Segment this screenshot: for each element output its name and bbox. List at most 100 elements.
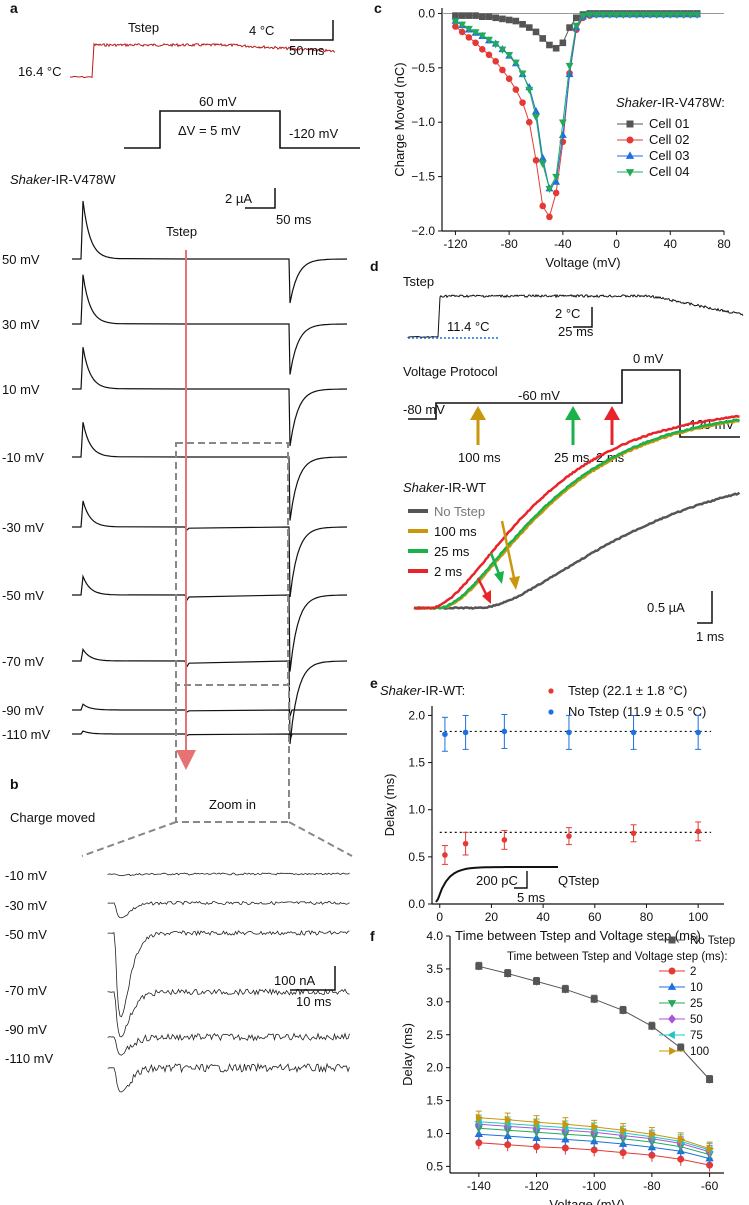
legend-25ms: 25 ms bbox=[434, 544, 470, 559]
tstep-label: Tstep bbox=[128, 20, 159, 35]
series-line bbox=[478, 965, 710, 1080]
data-point bbox=[562, 1120, 571, 1129]
legend-100ms: 100 ms bbox=[434, 524, 477, 539]
data-point bbox=[505, 16, 513, 24]
data-point bbox=[512, 17, 520, 25]
x-axis-label: Time between Tstep and Voltage step (ms) bbox=[455, 928, 701, 943]
data-point bbox=[572, 14, 580, 22]
data-point bbox=[646, 11, 655, 19]
data-point bbox=[565, 62, 574, 71]
data-point bbox=[666, 11, 675, 19]
data-point bbox=[472, 39, 479, 47]
current-trace bbox=[72, 730, 347, 741]
y-tick-label: −2.0 bbox=[411, 224, 435, 238]
x-tick-label: -80 bbox=[500, 237, 518, 251]
trace-voltage-label: -90 mV bbox=[2, 703, 44, 718]
data-point bbox=[525, 86, 534, 94]
data-point bbox=[592, 11, 601, 19]
data-point bbox=[499, 66, 506, 74]
x-tick-label: -120 bbox=[443, 237, 467, 251]
panel-d: d Tstep 11.4 °C 2 °C 25 ms Voltage Proto… bbox=[370, 258, 744, 644]
data-point bbox=[478, 32, 487, 40]
legend-marker bbox=[548, 688, 554, 694]
data-point bbox=[501, 728, 508, 735]
y-tick-label: 0.5 bbox=[426, 1159, 443, 1173]
trace-voltage-label: -70 mV bbox=[2, 654, 44, 669]
zoom-in-label: Zoom in bbox=[209, 797, 256, 812]
charge-trace bbox=[107, 872, 350, 877]
x-tick-label: 20 bbox=[485, 910, 499, 924]
curve-no-tstep bbox=[413, 491, 741, 610]
data-point bbox=[465, 34, 473, 41]
zoom-line-right bbox=[288, 821, 353, 857]
curve-2ms bbox=[413, 414, 740, 610]
charge-trace-label: -30 mV bbox=[5, 898, 47, 913]
data-point bbox=[552, 189, 560, 197]
panel-letter-a: a bbox=[10, 0, 18, 16]
d-temp-scale-label: 2 °C bbox=[555, 306, 580, 321]
legend-marker bbox=[626, 136, 634, 144]
current-scale-label: 2 µA bbox=[225, 191, 252, 206]
data-point bbox=[626, 11, 634, 19]
temperature-trace bbox=[69, 42, 336, 79]
data-point bbox=[525, 118, 533, 126]
data-point bbox=[579, 12, 587, 21]
zoom-line-left bbox=[81, 821, 177, 857]
data-point bbox=[686, 11, 695, 19]
data-point bbox=[677, 1135, 686, 1144]
y-tick-label: 2.0 bbox=[426, 1061, 443, 1075]
curve-25ms bbox=[413, 418, 741, 610]
data-point bbox=[538, 153, 547, 161]
zoom-box bbox=[175, 442, 289, 686]
trace-voltage-label: -50 mV bbox=[2, 588, 44, 603]
construct-label: Shaker-IR-V478W bbox=[10, 172, 116, 187]
temp-scale-bar bbox=[290, 20, 334, 41]
data-point bbox=[545, 185, 554, 193]
data-point bbox=[546, 213, 553, 221]
legend-marker bbox=[625, 169, 635, 177]
panel-c: c -120 -80 -40 0 40 80 0.0 −0.5 −1.0 −1.5 −2.0 Volt… bbox=[374, 0, 731, 270]
arrow-2ms bbox=[604, 406, 620, 445]
legend-title-e: Shaker-IR-WT: bbox=[380, 683, 465, 698]
arrow-100ms bbox=[470, 406, 486, 445]
d-temperature-trace bbox=[407, 293, 744, 338]
data-point bbox=[501, 837, 508, 843]
d-time-scale-label-2: 1 ms bbox=[696, 629, 725, 644]
legend-no-tstep: No Tstep bbox=[434, 504, 485, 519]
data-point bbox=[451, 18, 460, 26]
panel-a: a Tstep 16.4 °C 4 °C 50 ms 60 mV ΔV = 5 … bbox=[2, 0, 360, 770]
b-current-scale-label: 100 nA bbox=[274, 973, 316, 988]
y-tick-label: −0.5 bbox=[411, 61, 435, 75]
inset-charge-label: 200 pC bbox=[476, 873, 518, 888]
data-point bbox=[519, 99, 526, 106]
current-trace bbox=[72, 422, 348, 521]
d-construct-label: Shaker-IR-WT bbox=[403, 480, 486, 495]
data-point bbox=[561, 985, 569, 993]
y-tick-label: 0.0 bbox=[418, 6, 435, 20]
legend-marker bbox=[626, 120, 634, 128]
charge-traces: -10 mV -30 mV -50 mV -70 mV -90 mV -110 mV bbox=[5, 868, 350, 1093]
data-point bbox=[648, 1022, 656, 1030]
charge-trace-label: -110 mV bbox=[5, 1051, 53, 1066]
legend-entry: 75 bbox=[690, 1030, 703, 1042]
legend-entry: Cell 01 bbox=[649, 116, 689, 131]
current-trace bbox=[72, 703, 347, 717]
panel-e: e 0 20 40 60 80 100 0.0 0.5 1.0 1.5 2.0 Time betwee… bbox=[370, 675, 724, 943]
data-point bbox=[532, 28, 540, 36]
data-point bbox=[599, 11, 608, 19]
baseline-temp-label: 16.4 °C bbox=[18, 64, 62, 79]
legend-header-f: Time between Tstep and Voltage step (ms)… bbox=[507, 951, 728, 963]
v-hold-label: -80 mV bbox=[403, 402, 445, 417]
time-scale-label-2: 50 ms bbox=[276, 212, 312, 227]
curve-arrow-gold bbox=[500, 520, 520, 590]
data-point bbox=[532, 114, 540, 122]
trace-voltage-label: -30 mV bbox=[2, 520, 44, 535]
d-ionic-current-curves bbox=[413, 414, 741, 611]
curve-arrow-red bbox=[476, 577, 491, 604]
legend-title-c: Shaker-IR-V478W: bbox=[616, 95, 725, 110]
data-point bbox=[485, 36, 493, 44]
current-trace bbox=[72, 274, 348, 375]
d-temp-scale-bar bbox=[573, 307, 593, 328]
x-tick-label: 80 bbox=[640, 910, 654, 924]
data-point bbox=[532, 156, 540, 164]
